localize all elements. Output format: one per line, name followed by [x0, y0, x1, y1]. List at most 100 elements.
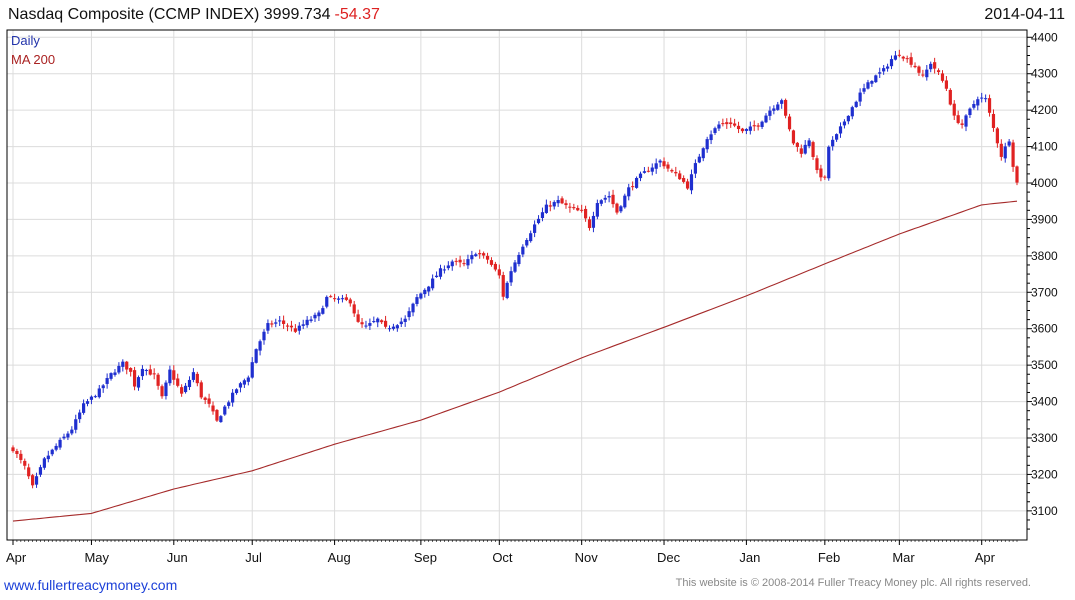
candle-body: [364, 325, 368, 327]
candle-body: [580, 209, 584, 211]
candle-body: [332, 298, 337, 300]
y-tick-label: 3200: [1031, 467, 1058, 481]
candle-body: [901, 56, 905, 59]
x-tick-label: Dec: [657, 550, 681, 565]
candle-body: [921, 74, 925, 76]
candle-body: [211, 405, 215, 412]
candle-body: [764, 115, 768, 123]
candle-body: [231, 392, 235, 403]
candle-body: [850, 107, 854, 117]
candle-body: [125, 361, 129, 370]
candle-body: [329, 296, 333, 298]
candle-body: [670, 170, 674, 172]
candle-body: [583, 208, 588, 219]
x-tick-label: Aug: [328, 550, 351, 565]
candle-body: [674, 171, 678, 174]
candle-body: [81, 403, 86, 413]
candle-body: [274, 322, 278, 324]
chart-area: 3100 3200 3300 3400 3500 3600 3700 3800 3900 4000…: [6, 29, 1058, 565]
candle-body: [180, 387, 184, 394]
candle-body: [576, 207, 580, 211]
candle-body: [368, 323, 372, 326]
candle-body: [819, 168, 823, 178]
candle-body: [964, 115, 968, 127]
x-tick-label: Jan: [739, 550, 760, 565]
candle-body: [262, 331, 266, 341]
candle-body: [144, 370, 148, 372]
candle-body: [183, 385, 188, 393]
candle-body: [787, 116, 792, 130]
candle-body: [858, 92, 862, 102]
candle-body: [807, 140, 811, 147]
candle-body: [199, 382, 203, 398]
candle-body: [301, 324, 305, 326]
candle-body: [536, 218, 541, 224]
candle-body: [548, 205, 552, 207]
y-tick-label: 4100: [1031, 140, 1058, 154]
candle-body: [940, 73, 945, 81]
candle-body: [50, 449, 54, 455]
candle-body: [470, 255, 474, 260]
candle-body: [811, 142, 815, 157]
candle-body: [109, 373, 113, 379]
candle-body: [654, 163, 658, 169]
candle-body: [66, 433, 70, 438]
candle-body: [615, 203, 619, 213]
candle-body: [317, 312, 321, 317]
candle-body: [336, 298, 341, 300]
candle-body: [148, 369, 152, 375]
candle-body: [893, 55, 898, 60]
candle-body: [297, 325, 301, 331]
candle-body: [752, 125, 756, 127]
candle-body: [560, 198, 564, 204]
candle-body: [70, 429, 74, 434]
candle-body: [780, 100, 784, 104]
candle-body: [556, 200, 560, 204]
candle-body: [917, 66, 921, 73]
website-link[interactable]: www.fullertreacymoney.com: [4, 577, 178, 593]
candle-body: [905, 58, 909, 60]
candle-body: [121, 361, 125, 367]
candle-body: [140, 368, 145, 377]
candle-body: [129, 368, 133, 372]
candle-body: [289, 325, 294, 328]
x-tick-label: May: [84, 550, 109, 565]
candle-body: [838, 126, 843, 134]
candle-body: [19, 453, 23, 460]
candle-body: [823, 176, 827, 178]
chart-title: Nasdaq Composite (CCMP INDEX) 3999.734 -5…: [8, 6, 380, 24]
candle-body: [383, 320, 388, 327]
candle-body: [689, 174, 694, 191]
y-tick-label: 3900: [1031, 212, 1058, 226]
candle-body: [525, 240, 529, 246]
candle-body: [760, 121, 764, 127]
x-tick-label: Apr: [975, 550, 996, 565]
candle-body: [152, 373, 156, 375]
candle-body: [164, 382, 168, 397]
candle-body: [682, 177, 686, 182]
y-tick-label: 3400: [1031, 395, 1058, 409]
candle-body: [1011, 142, 1015, 167]
candle-body: [74, 419, 78, 430]
candle-body: [113, 372, 117, 375]
candle-body: [482, 253, 486, 256]
candle-body: [685, 181, 690, 189]
y-axis: 3100 3200 3300 3400 3500 3600 3700 3800 3900 4000…: [1027, 30, 1058, 530]
candle-body: [309, 319, 313, 321]
candle-body: [768, 110, 772, 116]
x-tick-label: Sep: [414, 550, 437, 565]
candle-body: [866, 82, 870, 89]
candle-body: [611, 194, 615, 205]
candle-body: [909, 57, 913, 65]
candle-body: [591, 215, 596, 228]
candle-body: [827, 146, 831, 179]
y-tick-label: 4400: [1031, 30, 1058, 44]
grid-lines: [7, 30, 1027, 540]
plot-frame: [6, 29, 1028, 541]
candle-body: [842, 121, 847, 126]
candle-body: [62, 436, 66, 439]
candle-body: [293, 328, 297, 332]
candle-body: [242, 380, 246, 385]
candle-body: [658, 160, 662, 163]
candle-body: [666, 164, 670, 169]
